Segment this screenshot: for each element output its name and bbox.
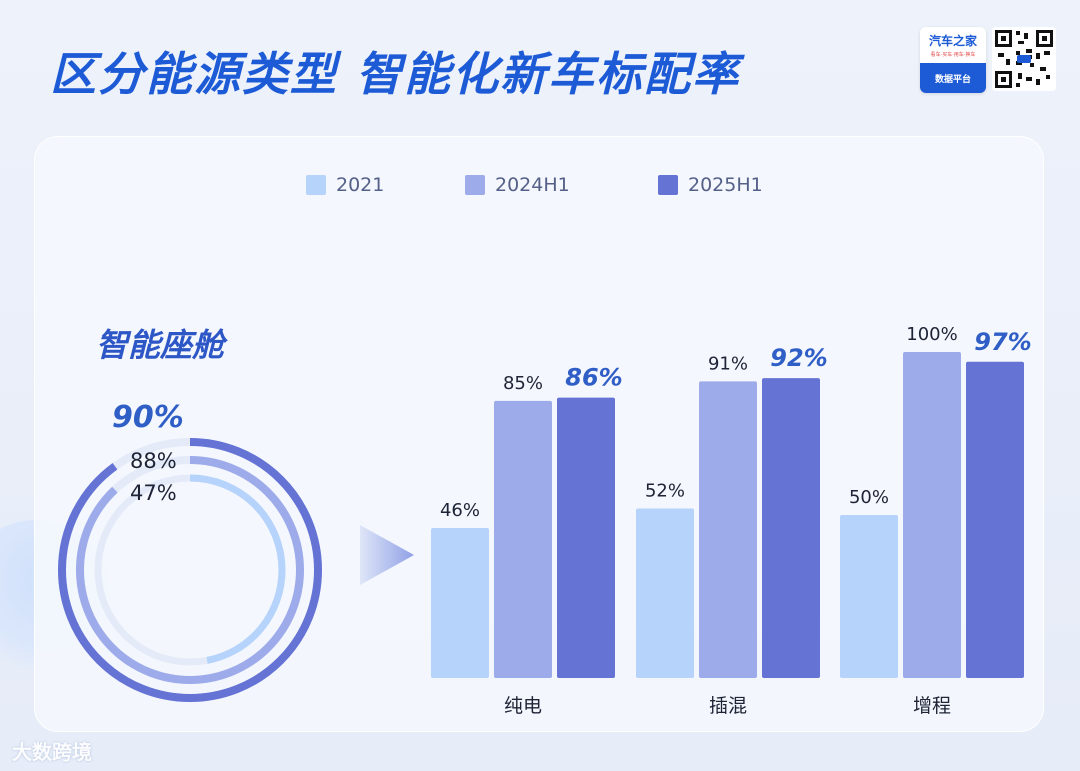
legend-swatch-2025h1 [658,175,678,195]
bar-插混-2021 [636,508,694,678]
logo-tagline: 看车·买车·用车·换车 [930,52,976,58]
qr-code-icon [992,27,1056,91]
data-label-纯电-2021: 46% [440,500,480,521]
legend-label-2024h1: 2024H1 [495,174,570,196]
brand-logo: 汽车之家 看车·买车·用车·换车 数据平台 [920,27,986,93]
logo-platform: 数据平台 [920,63,986,93]
bar-增程-2021 [840,515,898,678]
ring-label-2021: 47% [130,481,177,505]
legend-swatch-2024h1 [465,175,485,195]
bar-纯电-2025H1 [557,397,615,678]
arrow-right-icon [360,525,414,585]
data-label-增程-2021: 50% [849,487,889,508]
ring-label-2024h1: 88% [130,449,177,473]
bar-增程-2024H1 [903,352,961,678]
category-label-增程: 增程 [913,695,951,717]
legend-item-2024h1: 2024H1 [465,174,570,196]
bar-纯电-2024H1 [494,400,552,678]
page-title: 区分能源类型 智能化新车标配率 [50,47,741,101]
legend-item-2021: 2021 [306,174,384,196]
bar-增程-2025H1 [966,361,1024,678]
bar-纯电-2021 [431,528,489,678]
bar-插混-2024H1 [699,381,757,678]
data-label-插混-2025H1: 92% [770,344,827,372]
section-title: 智能座舱 [96,326,225,364]
data-label-纯电-2025H1: 86% [565,364,622,392]
legend-label-2025h1: 2025H1 [688,174,763,196]
data-label-纯电-2024H1: 85% [503,373,543,394]
logo-name: 汽车之家 [928,34,977,48]
legend-swatch-2021 [306,175,326,195]
chart-legend: 2021 2024H1 2025H1 [0,174,1080,200]
watermark: 大数跨境 [12,740,92,764]
data-label-增程-2024H1: 100% [906,324,957,345]
legend-item-2025h1: 2025H1 [658,174,763,196]
category-label-纯电: 纯电 [504,695,542,717]
ring-chart [58,438,322,702]
legend-label-2021: 2021 [336,174,385,196]
data-label-插混-2021: 52% [645,480,685,501]
data-label-增程-2025H1: 97% [974,328,1031,356]
ring-arc-2021 [94,474,286,666]
ring-arc-2024H1 [76,456,304,684]
ring-label-2025h1: 90% [112,400,184,435]
ring-arc-2025H1 [58,438,322,702]
bar-插混-2025H1 [762,378,820,678]
category-label-插混: 插混 [709,695,747,717]
data-label-插混-2024H1: 91% [708,353,748,374]
